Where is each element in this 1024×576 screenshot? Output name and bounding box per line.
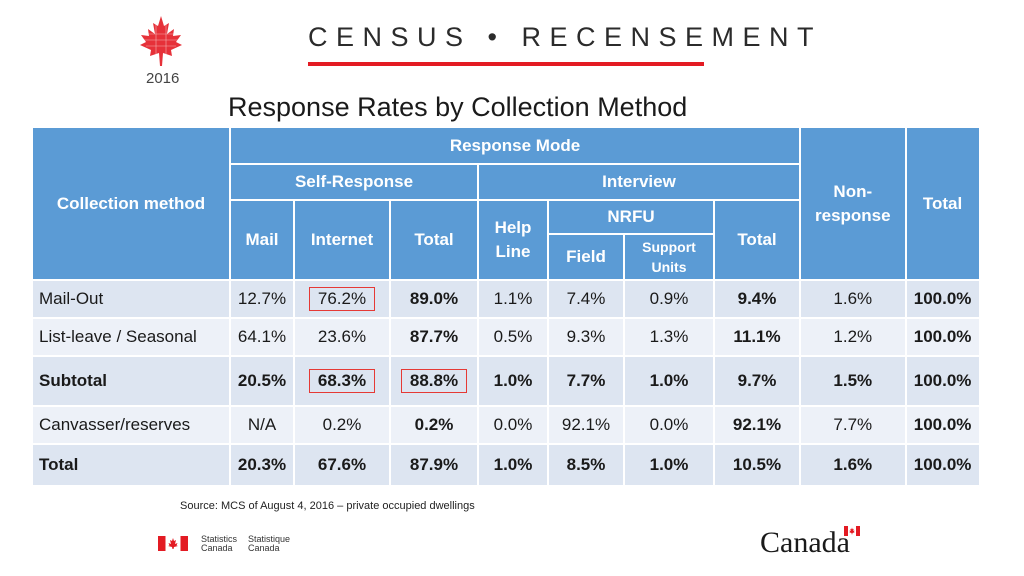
cell-support-units: 1.0% — [624, 356, 715, 407]
cell-internet: 67.6% — [294, 444, 391, 487]
census-underline — [308, 62, 704, 66]
cell-field: 7.7% — [548, 356, 625, 407]
row-label: Total — [33, 444, 231, 487]
statcan-fr-line1: Statistique — [248, 534, 291, 544]
header-total: Total — [905, 128, 981, 281]
cell-total: 100.0% — [905, 406, 981, 445]
table-row: List-leave / Seasonal 64.1% 23.6% 87.7% … — [33, 318, 981, 357]
cell-mail: N/A — [230, 406, 295, 445]
header-non-response: Non-response — [800, 128, 907, 281]
header-internet: Internet — [294, 200, 391, 281]
cell-internet: 23.6% — [294, 318, 391, 357]
census-brand: CENSUS • RECENSEMENT — [308, 22, 822, 52]
table-row-subtotal: Subtotal 20.5% 68.3% 88.8% 1.0% 7.7% 1.0… — [33, 356, 981, 407]
header-support-units: Support Units — [624, 234, 715, 281]
cell-total: 100.0% — [905, 356, 981, 407]
header-self-response: Self-Response — [230, 164, 479, 201]
cell-non-response: 1.6% — [800, 280, 907, 319]
maple-leaf-logo-icon — [140, 16, 182, 66]
header-response-mode: Response Mode — [230, 128, 801, 165]
census-year: 2016 — [146, 70, 180, 87]
cell-non-response: 7.7% — [800, 406, 907, 445]
header-total-self: Total — [390, 200, 479, 281]
cell-total-self: 87.7% — [390, 318, 479, 357]
source-note: Source: MCS of August 4, 2016 – private … — [180, 500, 475, 512]
row-label: Subtotal — [33, 356, 231, 407]
row-label: Mail-Out — [33, 280, 231, 319]
canada-flag-icon — [844, 526, 860, 536]
cell-help-line: 1.0% — [478, 356, 549, 407]
cell-support-units: 0.9% — [624, 280, 715, 319]
cell-mail: 12.7% — [230, 280, 295, 319]
cell-mail: 20.5% — [230, 356, 295, 407]
cell-support-units: 0.0% — [624, 406, 715, 445]
row-label: Canvasser/reserves — [33, 406, 231, 445]
cell-non-response: 1.5% — [800, 356, 907, 407]
cell-total-self-highlighted: 88.8% — [400, 369, 468, 393]
header-nrfu: NRFU — [548, 200, 715, 235]
cell-total: 100.0% — [905, 280, 981, 319]
cell-field: 9.3% — [548, 318, 625, 357]
row-label: List-leave / Seasonal — [33, 318, 231, 357]
cell-internet-highlighted: 68.3% — [308, 369, 376, 393]
statcan-french: Statistique Canada — [248, 535, 290, 553]
cell-total-self: 0.2% — [390, 406, 479, 445]
header-collection-method: Collection method — [33, 128, 231, 281]
header-mail: Mail — [230, 200, 295, 281]
cell-help-line: 0.5% — [478, 318, 549, 357]
cell-field: 92.1% — [548, 406, 625, 445]
cell-help-line: 0.0% — [478, 406, 549, 445]
cell-total-interview: 11.1% — [714, 318, 801, 357]
header-total-interview: Total — [714, 200, 801, 281]
statcan-en-line2: Canada — [201, 543, 233, 553]
cell-total: 100.0% — [905, 318, 981, 357]
cell-internet: 0.2% — [294, 406, 391, 445]
cell-total-interview: 92.1% — [714, 406, 801, 445]
cell-total: 100.0% — [905, 444, 981, 487]
statcan-en-line1: Statistics — [201, 534, 238, 544]
header-interview: Interview — [478, 164, 801, 201]
cell-internet-highlighted: 76.2% — [308, 287, 376, 311]
cell-support-units: 1.0% — [624, 444, 715, 487]
cell-non-response: 1.6% — [800, 444, 907, 487]
cell-total-interview: 9.4% — [714, 280, 801, 319]
table-row-total: Total 20.3% 67.6% 87.9% 1.0% 8.5% 1.0% 1… — [33, 444, 981, 487]
header-help-line: Help Line — [478, 200, 549, 281]
cell-help-line: 1.1% — [478, 280, 549, 319]
cell-mail: 20.3% — [230, 444, 295, 487]
cell-total-self: 87.9% — [390, 444, 479, 487]
cell-mail: 64.1% — [230, 318, 295, 357]
table-row: Canvasser/reserves N/A 0.2% 0.2% 0.0% 92… — [33, 406, 981, 445]
cell-total-interview: 9.7% — [714, 356, 801, 407]
response-rates-table: Collection method Response Mode Non-resp… — [33, 128, 981, 487]
cell-field: 8.5% — [548, 444, 625, 487]
statcan-fr-line2: Canada — [248, 543, 280, 553]
canada-wordmark: Canada — [760, 526, 850, 559]
cell-help-line: 1.0% — [478, 444, 549, 487]
header-field: Field — [548, 234, 625, 281]
canada-flag-icon — [158, 536, 188, 551]
table-row: Mail-Out 12.7% 76.2% 89.0% 1.1% 7.4% 0.9… — [33, 280, 981, 319]
slide-title: Response Rates by Collection Method — [228, 92, 688, 122]
cell-support-units: 1.3% — [624, 318, 715, 357]
cell-total-self: 89.0% — [390, 280, 479, 319]
cell-field: 7.4% — [548, 280, 625, 319]
statcan-english: Statistics Canada — [201, 535, 237, 553]
cell-non-response: 1.2% — [800, 318, 907, 357]
cell-total-interview: 10.5% — [714, 444, 801, 487]
